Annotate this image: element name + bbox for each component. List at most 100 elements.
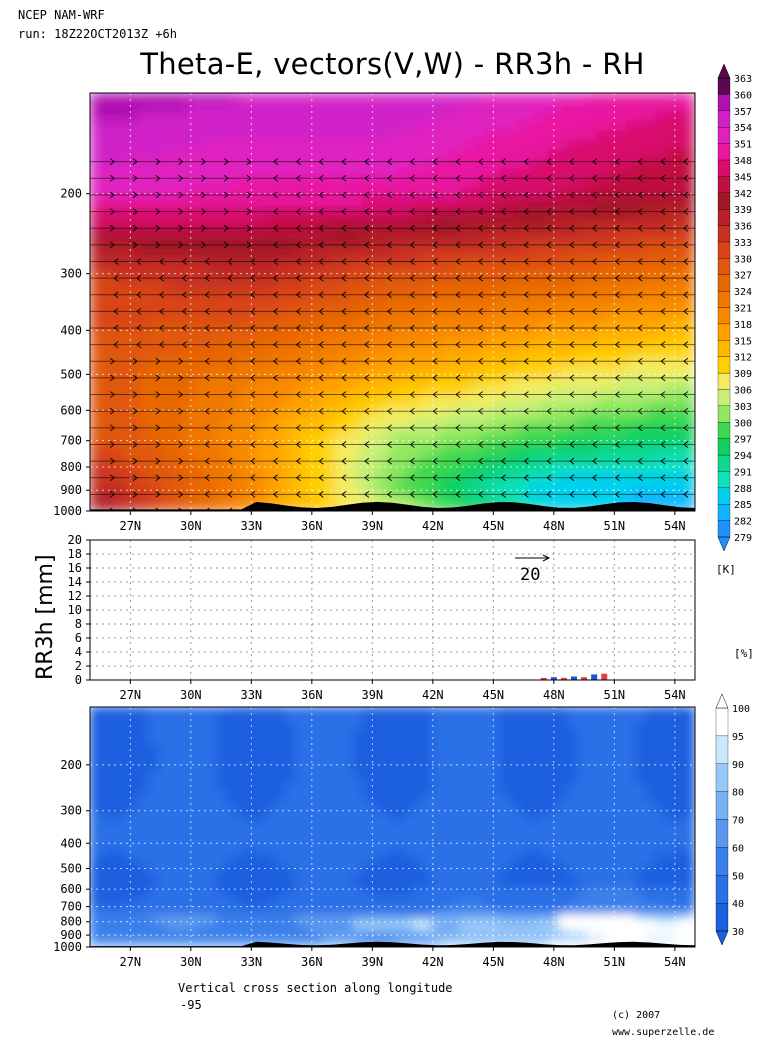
thetae-cell bbox=[460, 150, 471, 161]
rr3h-tick-label: 2 bbox=[75, 659, 82, 673]
thetae-cell bbox=[587, 264, 598, 275]
thetae-cell bbox=[236, 311, 247, 322]
thetae-cell bbox=[285, 387, 296, 398]
thetae-cell bbox=[538, 435, 549, 446]
thetae-cell bbox=[314, 321, 325, 332]
thetae-cell bbox=[587, 378, 598, 389]
thetae-cell bbox=[646, 416, 657, 427]
thetae-cell bbox=[412, 131, 423, 142]
thetae-cell bbox=[470, 321, 481, 332]
thetae-cell bbox=[236, 349, 247, 360]
thetae-cell bbox=[148, 245, 159, 256]
thetae-cell bbox=[265, 444, 276, 455]
thetae-cell bbox=[314, 188, 325, 199]
thetae-cell bbox=[148, 159, 159, 170]
thetae-cell bbox=[607, 387, 618, 398]
thetae-cell bbox=[451, 188, 462, 199]
thetae-cell bbox=[675, 226, 686, 237]
thetae-cell bbox=[558, 216, 569, 227]
thetae-cell bbox=[148, 197, 159, 208]
thetae-cell bbox=[577, 444, 588, 455]
thetae-cell bbox=[441, 178, 452, 189]
thetae-cell bbox=[158, 311, 169, 322]
thetae-cell bbox=[236, 188, 247, 199]
thetae-cell bbox=[499, 216, 510, 227]
thetae-cell bbox=[343, 140, 354, 151]
thetae-cell bbox=[265, 492, 276, 503]
thetae-cell bbox=[412, 444, 423, 455]
thetae-cell bbox=[519, 283, 530, 294]
thetae-cell bbox=[392, 359, 403, 370]
thetae-cell bbox=[441, 292, 452, 303]
thetae-cell bbox=[236, 378, 247, 389]
thetae-cell bbox=[265, 378, 276, 389]
thetae-cell bbox=[197, 93, 208, 104]
thetae-cell bbox=[382, 169, 393, 180]
thetae-cell bbox=[499, 178, 510, 189]
thetae-cell bbox=[353, 93, 364, 104]
thetae-cell bbox=[626, 197, 637, 208]
thetae-cell bbox=[616, 102, 627, 113]
thetae-cell bbox=[294, 378, 305, 389]
thetae-cell bbox=[597, 150, 608, 161]
thetae-cell bbox=[372, 169, 383, 180]
thetae-cell bbox=[568, 444, 579, 455]
thetae-cell bbox=[148, 93, 159, 104]
thetae-cell bbox=[685, 444, 696, 455]
thetae-cell bbox=[529, 302, 540, 313]
thetae-cell bbox=[226, 235, 237, 246]
thetae-cell bbox=[636, 311, 647, 322]
thetae-cell bbox=[655, 150, 666, 161]
thetae-cell bbox=[607, 112, 618, 123]
thetae-cell bbox=[158, 482, 169, 493]
thetae-cell bbox=[324, 321, 335, 332]
thetae-cell bbox=[99, 387, 110, 398]
thetae-cell bbox=[109, 463, 120, 474]
thetae-cell bbox=[626, 216, 637, 227]
thetae-cell bbox=[685, 264, 696, 275]
thetae-cell bbox=[265, 188, 276, 199]
thetae-cell bbox=[616, 482, 627, 493]
thetae-cell bbox=[285, 235, 296, 246]
thetae-cell bbox=[197, 463, 208, 474]
thetae-cell bbox=[665, 112, 676, 123]
thetae-cell bbox=[548, 330, 559, 341]
thetae-cell bbox=[168, 397, 179, 408]
thetae-cell bbox=[529, 425, 540, 436]
thetae-cell bbox=[646, 463, 657, 474]
thetae-cell bbox=[109, 368, 120, 379]
thetae-cell bbox=[382, 444, 393, 455]
thetae-cell bbox=[451, 140, 462, 151]
thetae-cell bbox=[304, 112, 315, 123]
thetae-cell bbox=[626, 482, 637, 493]
thetae-cell bbox=[509, 159, 520, 170]
thetae-cell bbox=[568, 140, 579, 151]
thetae-cell bbox=[304, 159, 315, 170]
thetae-cell bbox=[216, 254, 227, 265]
thetae-cell bbox=[412, 311, 423, 322]
thetae-cell bbox=[626, 368, 637, 379]
thetae-cell bbox=[392, 454, 403, 465]
thetae-cell bbox=[607, 283, 618, 294]
thetae-cell bbox=[119, 121, 130, 132]
lat-tick-label: 33N bbox=[240, 688, 262, 702]
thetae-cell bbox=[529, 121, 540, 132]
thetae-cell bbox=[412, 368, 423, 379]
thetae-cell bbox=[382, 235, 393, 246]
thetae-cell bbox=[499, 444, 510, 455]
thetae-cell bbox=[392, 102, 403, 113]
thetae-cell bbox=[655, 93, 666, 104]
thetae-cell bbox=[597, 387, 608, 398]
thetae-cell bbox=[597, 425, 608, 436]
thetae-cell bbox=[685, 102, 696, 113]
thetae-cell bbox=[441, 454, 452, 465]
thetae-cell bbox=[685, 482, 696, 493]
thetae-cell bbox=[529, 131, 540, 142]
thetae-cell bbox=[265, 245, 276, 256]
thetae-cell bbox=[119, 131, 130, 142]
thetae-cell bbox=[655, 169, 666, 180]
thetae-cell bbox=[509, 197, 520, 208]
thetae-cell bbox=[607, 302, 618, 313]
thetae-cell bbox=[304, 169, 315, 180]
thetae-cell bbox=[460, 416, 471, 427]
